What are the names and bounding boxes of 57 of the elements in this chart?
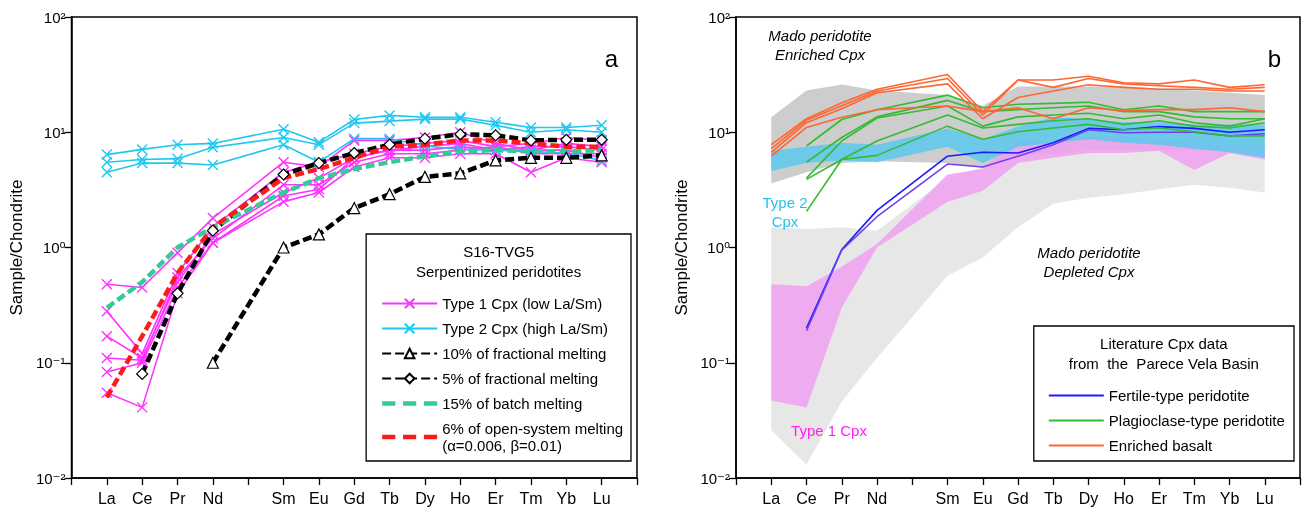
x-tick-label: Nd [202,489,224,507]
legend-label: 5% of fractional melting [442,370,599,387]
x-tick-label: Nd [866,489,888,507]
x-tick-label: Yb [1219,489,1240,507]
x-tick-label: Ho [1113,489,1135,507]
legend-label: Fertile-type peridotite [1108,387,1250,404]
x-tick-label: Pr [169,489,187,507]
legend-label: Plagioclase-type peridotite [1108,412,1285,429]
y-tick-label: 10⁰ [707,239,730,256]
y-tick-label: 10¹ [708,123,730,141]
x-tick-label: Pr [833,489,851,507]
x-tick-label: Tb [380,489,400,507]
y-tick-label: 10¹ [43,123,66,141]
x-tick-label: Ho [450,489,471,507]
x-tick-label: Tm [519,489,543,507]
x-tick-label: Lu [592,489,611,507]
legend-title: Literature Cpx data from the Parece Vela Basin [1068,335,1259,372]
x-tick-label: Sm [935,489,960,507]
x-tick-label: Ce [796,489,817,507]
legend-label: Type 1 Cpx (low La/Sm) [442,295,603,312]
x-tick-label: La [762,489,781,507]
text: a [604,44,619,72]
x-tick-label: Dy [415,489,435,507]
x-tick-label: Lu [1255,489,1274,507]
x-tick-label: Sm [271,489,296,507]
legend-label: Enriched basalt [1108,437,1214,454]
y-tick-label: 10² [43,8,66,26]
y-axis-title: Sample/Chondrite [7,179,26,316]
annotation: Mado peridotite Depleted Cpx [1037,244,1141,280]
legend-label: 10% of fractional melting [442,345,607,362]
legend-label: 6% of open-system melting (α=0.006, β=0.01) [442,420,624,454]
y-axis-title: Sample/Chondrite [671,179,691,316]
annotation: Type 2 Cpx [762,194,808,230]
legend-label: Type 2 Cpx (high La/Sm) [442,320,609,337]
annotation: Mado peridotite Enriched Cpx [768,27,872,63]
y-tick-label: 10⁻² [700,469,730,487]
x-tick-label: Tb [1043,489,1063,507]
x-tick-label: Tm [1182,489,1206,507]
x-tick-label: La [97,489,116,507]
x-tick-label: Gd [1007,489,1029,507]
y-tick-label: 10⁻¹ [700,354,730,372]
legend-title: S16-TVG5 Serpentinized peridotites [416,243,582,280]
x-tick-label: Eu [972,489,993,507]
y-tick-label: 10² [708,8,730,26]
annotation: Type 1 Cpx [791,421,868,439]
x-tick-label: Er [1151,489,1168,507]
x-tick-label: Ce [131,489,153,507]
legend-label: 15% of batch melting [442,395,583,412]
y-tick-label: 10⁻² [35,469,66,487]
x-tick-label: Dy [1078,489,1099,507]
x-tick-label: Er [487,489,505,507]
y-tick-label: 10⁻¹ [35,354,66,372]
y-tick-label: 10⁰ [42,239,66,256]
x-tick-label: Yb [556,489,577,507]
text: b [1267,44,1282,72]
x-tick-label: Eu [309,489,329,507]
x-tick-label: Gd [343,489,365,507]
